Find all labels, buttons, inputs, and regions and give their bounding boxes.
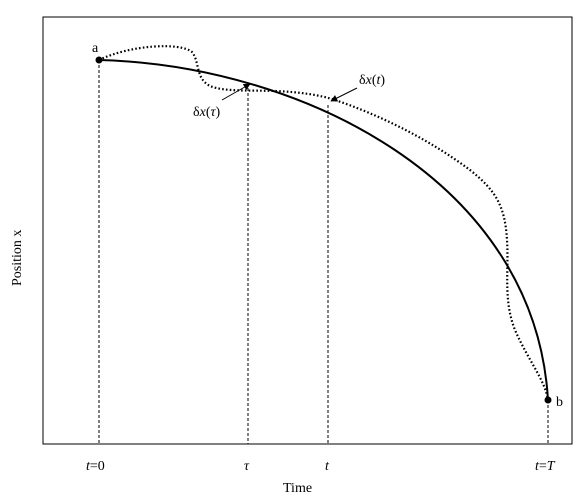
annotation-dx-tau: δx(τ) — [193, 105, 221, 120]
classical-path — [98, 59, 549, 401]
tick-label-tau: τ — [244, 459, 250, 474]
arrow-dx-t — [330, 87, 358, 102]
y-axis-title: Position x — [10, 230, 25, 286]
tick-label-t0: t=0 — [86, 459, 105, 474]
endpoint-a-label: a — [92, 41, 99, 56]
endpoint-a-dot — [95, 56, 103, 64]
endpoint-b-label: b — [556, 395, 563, 410]
tick-label-tT: t=T — [535, 459, 556, 474]
endpoint-b-dot — [544, 396, 552, 404]
x-axis-title: Time — [283, 481, 312, 496]
varied-path — [98, 45, 550, 401]
arrow-dx-tau — [221, 83, 251, 101]
annotation-dx-t: δx(t) — [359, 73, 385, 88]
tick-label-t: t — [325, 459, 330, 474]
plot-frame — [42, 16, 573, 445]
